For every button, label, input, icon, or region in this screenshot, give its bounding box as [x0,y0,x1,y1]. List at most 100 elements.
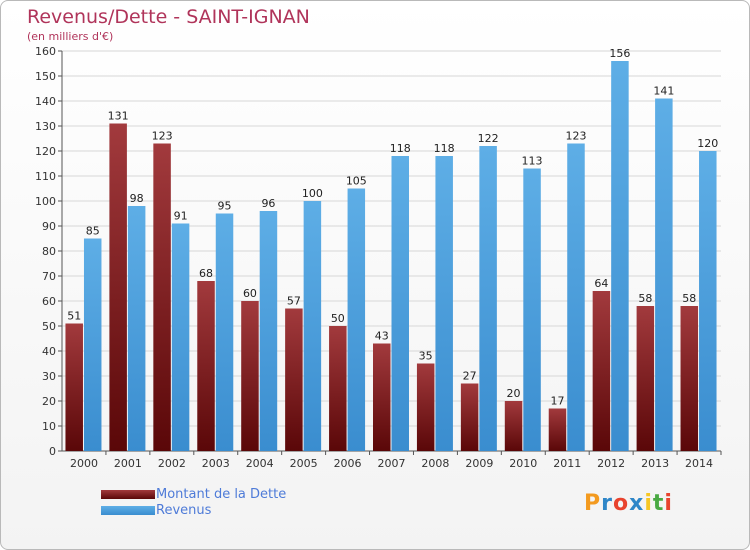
bar-revenus [699,151,717,451]
bar-dette [329,326,347,451]
data-label-dette: 50 [331,312,345,325]
data-label-dette: 131 [108,110,129,123]
y-tick-label: 140 [35,95,56,108]
bar-dette [241,301,259,451]
bar-revenus [655,98,673,451]
y-tick-label: 130 [35,120,56,133]
logo-letter: x [629,491,645,516]
bar-dette [548,408,567,451]
logo-letter: i [644,491,653,516]
bar-revenus [259,211,278,451]
bar-dette [153,143,171,451]
data-label-revenus: 100 [302,187,323,200]
logo-letter: r [601,491,613,516]
y-tick-label: 150 [35,70,56,83]
data-label-dette: 27 [463,370,477,383]
bar-dette [285,308,303,451]
legend-swatch-dette [101,490,155,499]
logo-letter: o [612,491,630,516]
bar-revenus [83,238,102,451]
x-tick-label: 2000 [70,457,98,470]
y-tick-label: 60 [42,295,56,308]
data-label-dette: 68 [199,267,213,280]
bar-revenus [479,146,497,451]
bar-dette [592,291,611,451]
data-label-revenus: 98 [130,192,144,205]
bar-dette [504,401,523,451]
logo-letter: t [652,491,665,516]
data-label-revenus: 118 [434,142,455,155]
x-tick-label: 2002 [158,457,186,470]
data-label-dette: 17 [550,395,564,408]
data-label-dette: 64 [594,277,608,290]
data-label-revenus: 105 [346,175,367,188]
bar-dette [65,323,83,451]
bar-dette [416,363,435,451]
y-tick-label: 70 [42,270,56,283]
bar-revenus [611,61,629,451]
y-tick-label: 90 [42,220,56,233]
bar-revenus [523,168,541,451]
x-tick-label: 2009 [465,457,493,470]
bar-dette [636,306,655,451]
bar-dette [109,123,127,451]
bar-revenus [215,213,234,451]
x-tick-label: 2008 [421,457,449,470]
y-tick-label: 120 [35,145,56,158]
data-label-revenus: 91 [174,210,188,223]
data-label-dette: 123 [152,130,173,143]
bar-revenus [567,143,585,451]
data-label-dette: 35 [419,350,433,363]
x-tick-label: 2003 [202,457,230,470]
bar-revenus [391,156,409,451]
y-tick-label: 50 [42,320,56,333]
y-tick-label: 30 [42,370,56,383]
logo-letter: i [664,491,673,516]
bar-dette [373,343,391,451]
x-tick-label: 2014 [685,457,713,470]
data-label-dette: 58 [638,292,652,305]
x-tick-label: 2013 [641,457,669,470]
y-tick-label: 40 [42,345,56,358]
bar-revenus [435,156,453,451]
bar-revenus [127,206,146,451]
y-tick-label: 110 [35,170,56,183]
y-tick-label: 20 [42,395,56,408]
proxiti-logo: Proxiti [584,491,673,516]
bar-revenus [171,223,190,451]
data-label-dette: 58 [682,292,696,305]
bar-revenus [347,188,366,451]
data-label-revenus: 118 [390,142,411,155]
x-tick-label: 2007 [378,457,406,470]
x-tick-label: 2011 [553,457,581,470]
y-tick-label: 160 [35,45,56,58]
x-tick-label: 2006 [334,457,362,470]
legend-label-revenus: Revenus [156,503,212,518]
bar-revenus [303,201,322,451]
x-tick-label: 2012 [597,457,625,470]
legend-label-dette: Montant de la Dette [156,487,287,502]
x-tick-label: 2001 [114,457,142,470]
data-label-dette: 51 [67,310,81,323]
y-tick-label: 80 [42,245,56,258]
data-label-revenus: 95 [218,200,232,213]
data-label-revenus: 120 [697,137,718,150]
bar-dette [680,306,699,451]
data-label-dette: 57 [287,295,301,308]
chart-subtitle: (en milliers d'€) [27,30,114,43]
data-label-revenus: 156 [609,47,630,60]
data-label-revenus: 122 [478,132,499,145]
data-label-revenus: 96 [261,197,275,210]
data-label-dette: 20 [507,387,521,400]
data-label-dette: 60 [243,287,257,300]
y-tick-label: 0 [49,445,56,458]
logo-letter: P [584,491,602,516]
x-tick-label: 2010 [509,457,537,470]
chart-title: Revenus/Dette - SAINT-IGNAN [27,6,310,28]
x-tick-label: 2005 [290,457,318,470]
data-label-revenus: 123 [565,130,586,143]
legend-swatch-revenus [101,506,155,515]
bar-dette [197,281,215,451]
